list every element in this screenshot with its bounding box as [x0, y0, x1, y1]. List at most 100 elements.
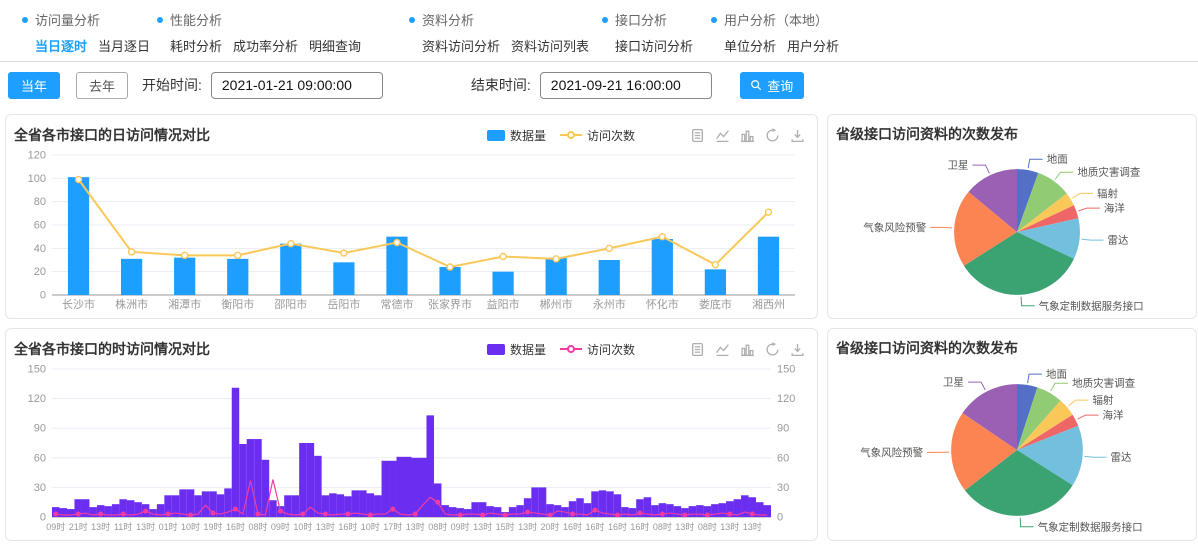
- query-button[interactable]: 查询: [740, 72, 804, 99]
- chart-title-daily: 全省各市接口的日访问情况对比: [14, 125, 210, 145]
- save-image-icon[interactable]: [790, 342, 805, 357]
- svg-text:08时: 08时: [248, 521, 267, 532]
- svg-text:岳阳市: 岳阳市: [327, 297, 360, 311]
- nav-group-title: 接口分析: [615, 10, 667, 29]
- nav-group-title: 用户分析（本地）: [724, 10, 828, 29]
- svg-text:气象定制数据服务接口: 气象定制数据服务接口: [1039, 299, 1144, 312]
- dot-icon: [602, 17, 608, 23]
- chart-title-hourly: 全省各市接口的时访问情况对比: [14, 339, 210, 359]
- svg-text:30: 30: [34, 482, 46, 494]
- svg-text:益阳市: 益阳市: [487, 297, 520, 311]
- svg-text:16时: 16时: [338, 521, 357, 532]
- svg-text:气象风险预警: 气象风险预警: [863, 221, 926, 234]
- legend-daily: 数据量 访问次数: [487, 127, 635, 144]
- nav-item-data-access-analysis[interactable]: 资料访问分析: [422, 36, 500, 55]
- daily-bar-line-chart[interactable]: 020406080100120长沙市株洲市湘潭市衡阳市邵阳市岳阳市常德市张家界市…: [14, 147, 809, 315]
- svg-text:怀化市: 怀化市: [646, 297, 679, 311]
- svg-text:16时: 16时: [630, 521, 649, 532]
- svg-text:09时: 09时: [46, 521, 65, 532]
- nav-item-detail-query[interactable]: 明细查询: [309, 36, 361, 55]
- dot-icon: [157, 17, 163, 23]
- pie-title-top: 省级接口访问资料的次数发布: [836, 124, 1018, 144]
- svg-text:19时: 19时: [204, 521, 223, 532]
- svg-text:辐射: 辐射: [1092, 394, 1114, 407]
- bar-chart-icon[interactable]: [740, 128, 755, 143]
- restore-icon[interactable]: [765, 128, 780, 143]
- dot-icon: [22, 17, 28, 23]
- svg-text:地面: 地面: [1047, 153, 1068, 166]
- svg-text:13时: 13时: [406, 521, 425, 532]
- last-year-button[interactable]: 去年: [76, 72, 128, 99]
- svg-text:08时: 08时: [653, 521, 672, 532]
- svg-text:09时: 09时: [451, 521, 470, 532]
- svg-text:衡阳市: 衡阳市: [221, 297, 254, 311]
- svg-text:湘潭市: 湘潭市: [168, 297, 201, 311]
- svg-text:120: 120: [28, 393, 46, 405]
- nav-item-interface-access-analysis[interactable]: 接口访问分析: [615, 36, 693, 55]
- nav-item-success-rate[interactable]: 成功率分析: [233, 36, 298, 55]
- dot-icon: [409, 17, 415, 23]
- svg-text:邵阳市: 邵阳市: [274, 297, 307, 311]
- hourly-chart-panel: 全省各市接口的时访问情况对比 数据量 访问次数 0030306060909012…: [5, 328, 818, 541]
- legend-item-visit-count[interactable]: 访问次数: [560, 127, 635, 144]
- svg-text:常德市: 常德市: [380, 297, 413, 311]
- svg-text:13时: 13时: [518, 521, 537, 532]
- start-time-input[interactable]: [211, 72, 383, 99]
- legend-item-visit-count[interactable]: 访问次数: [560, 341, 635, 358]
- svg-text:100: 100: [28, 173, 46, 185]
- hourly-bar-line-chart[interactable]: 0030306060909012012015015009时21时13时11时13…: [14, 361, 809, 537]
- svg-text:湘西州: 湘西州: [752, 297, 785, 311]
- svg-text:10时: 10时: [361, 521, 380, 532]
- nav-group-interface: 接口分析 接口访问分析: [602, 10, 693, 55]
- line-chart-icon[interactable]: [715, 342, 730, 357]
- svg-text:13时: 13时: [743, 521, 762, 532]
- end-time-input[interactable]: [540, 72, 712, 99]
- svg-text:娄底市: 娄底市: [699, 297, 732, 311]
- svg-text:90: 90: [34, 423, 46, 435]
- nav-item-unit-analysis[interactable]: 单位分析: [724, 36, 776, 55]
- nav-item-user-analysis[interactable]: 用户分析: [787, 36, 839, 55]
- search-icon: [750, 79, 762, 91]
- svg-text:16时: 16时: [563, 521, 582, 532]
- line-circle-icon: [560, 348, 582, 350]
- nav-item-time-cost[interactable]: 耗时分析: [170, 36, 222, 55]
- svg-text:40: 40: [34, 243, 46, 255]
- daily-chart-panel: 全省各市接口的日访问情况对比 数据量 访问次数 020406080100120长…: [5, 114, 818, 319]
- svg-text:90: 90: [777, 423, 789, 435]
- svg-text:13时: 13时: [91, 521, 110, 532]
- save-image-icon[interactable]: [790, 128, 805, 143]
- svg-text:卫星: 卫星: [943, 377, 964, 389]
- legend-item-data-volume[interactable]: 数据量: [487, 341, 546, 358]
- svg-text:20: 20: [34, 266, 46, 278]
- svg-text:150: 150: [28, 364, 46, 376]
- svg-text:地面: 地面: [1046, 368, 1067, 381]
- svg-text:120: 120: [28, 150, 46, 162]
- legend-item-data-volume[interactable]: 数据量: [487, 127, 546, 144]
- bar-chart-icon[interactable]: [740, 342, 755, 357]
- svg-text:卫星: 卫星: [948, 160, 969, 172]
- svg-text:地质灾害调查: 地质灾害调查: [1077, 166, 1140, 179]
- nav-item-daily-month[interactable]: 当月逐日: [98, 36, 150, 55]
- nav-item-hourly-today[interactable]: 当日逐时: [35, 36, 87, 55]
- nav-item-data-access-list[interactable]: 资料访问列表: [511, 36, 589, 55]
- svg-text:0: 0: [777, 512, 783, 524]
- svg-text:13时: 13时: [675, 521, 694, 532]
- svg-text:60: 60: [34, 220, 46, 232]
- svg-text:60: 60: [34, 452, 46, 464]
- svg-text:13时: 13时: [316, 521, 335, 532]
- svg-text:150: 150: [777, 364, 795, 376]
- chart-toolbox: [690, 128, 805, 143]
- province-access-pie-top[interactable]: 地面地质灾害调查辐射海洋雷达气象定制数据服务接口气象风险预警卫星: [836, 145, 1188, 315]
- svg-text:10时: 10时: [181, 521, 200, 532]
- svg-text:11时: 11时: [114, 521, 132, 532]
- line-chart-icon[interactable]: [715, 128, 730, 143]
- nav-group-title: 访问量分析: [35, 10, 100, 29]
- nav-group-data: 资料分析 资料访问分析 资料访问列表: [409, 10, 589, 55]
- data-view-icon[interactable]: [690, 342, 705, 357]
- dashboard-grid: 全省各市接口的日访问情况对比 数据量 访问次数 020406080100120长…: [0, 108, 1198, 546]
- restore-icon[interactable]: [765, 342, 780, 357]
- current-year-button[interactable]: 当年: [8, 72, 60, 99]
- data-view-icon[interactable]: [690, 128, 705, 143]
- province-access-pie-bottom[interactable]: 地面地质灾害调查辐射海洋雷达气象定制数据服务接口气象风险预警卫星: [836, 359, 1188, 537]
- svg-text:0: 0: [40, 290, 46, 302]
